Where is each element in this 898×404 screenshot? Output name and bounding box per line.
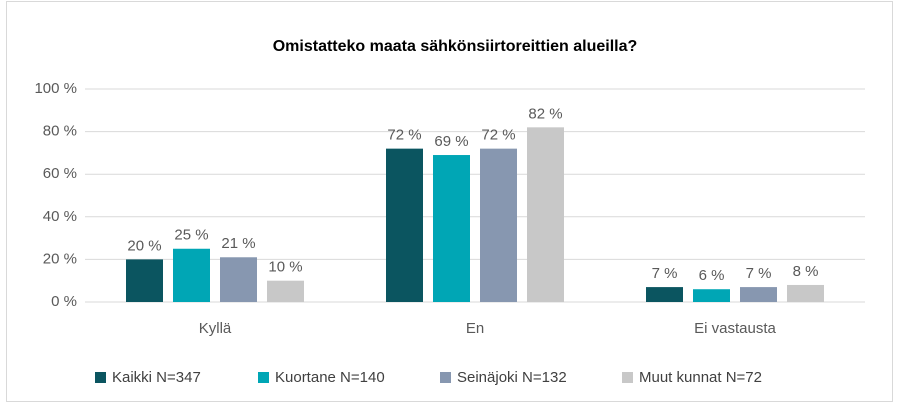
data-label: 20 % bbox=[127, 237, 161, 254]
data-label: 69 % bbox=[434, 133, 468, 150]
bar bbox=[527, 127, 564, 302]
data-label: 10 % bbox=[268, 259, 302, 276]
x-tick-label: En bbox=[466, 320, 484, 337]
bar bbox=[787, 284, 824, 302]
bar bbox=[386, 148, 423, 302]
bar bbox=[646, 287, 683, 302]
bar bbox=[220, 257, 257, 302]
data-label: 72 % bbox=[387, 127, 421, 144]
data-label: 7 % bbox=[652, 265, 678, 282]
bar bbox=[480, 148, 517, 302]
y-tick-label: 0 % bbox=[51, 293, 77, 310]
chart-title: Omistatteko maata sähkönsiirtoreittien a… bbox=[273, 38, 638, 55]
x-tick-label: Kyllä bbox=[199, 320, 232, 337]
legend-swatch bbox=[622, 372, 633, 383]
y-tick-label: 60 % bbox=[43, 165, 77, 182]
y-tick-label: 100 % bbox=[34, 80, 77, 97]
bar bbox=[267, 280, 304, 302]
bar bbox=[693, 289, 730, 302]
data-label: 25 % bbox=[174, 227, 208, 244]
bar bbox=[740, 287, 777, 302]
data-label: 8 % bbox=[793, 263, 819, 280]
legend-label: Kaikki N=347 bbox=[112, 369, 201, 386]
y-tick-label: 80 % bbox=[43, 123, 77, 140]
data-label: 21 % bbox=[221, 235, 255, 252]
y-tick-label: 40 % bbox=[43, 208, 77, 225]
legend-label: Kuortane N=140 bbox=[275, 369, 385, 386]
legend-label: Seinäjoki N=132 bbox=[457, 369, 567, 386]
bar bbox=[433, 155, 470, 302]
data-label: 72 % bbox=[481, 127, 515, 144]
y-tick-label: 20 % bbox=[43, 250, 77, 267]
legend-swatch bbox=[95, 372, 106, 383]
data-label: 7 % bbox=[746, 265, 772, 282]
data-label: 6 % bbox=[699, 267, 725, 284]
x-tick-label: Ei vastausta bbox=[694, 320, 776, 337]
data-label: 82 % bbox=[528, 105, 562, 122]
legend-label: Muut kunnat N=72 bbox=[639, 369, 762, 386]
legend-swatch bbox=[258, 372, 269, 383]
bar bbox=[126, 259, 163, 302]
legend-swatch bbox=[440, 372, 451, 383]
bar bbox=[173, 248, 210, 302]
